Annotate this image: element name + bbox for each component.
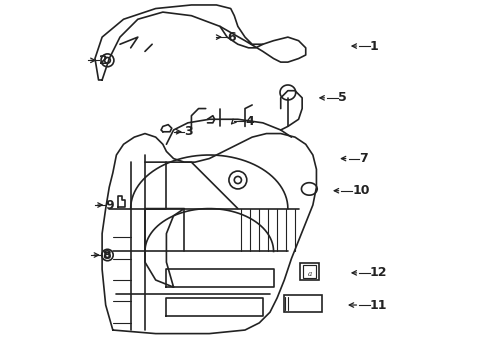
FancyBboxPatch shape: [300, 263, 319, 280]
Text: 6: 6: [227, 31, 236, 44]
FancyBboxPatch shape: [303, 265, 317, 278]
Text: a: a: [308, 270, 312, 278]
Text: 2: 2: [98, 54, 107, 67]
Text: 1: 1: [370, 40, 379, 53]
Text: 8: 8: [102, 248, 111, 261]
Text: 5: 5: [338, 91, 346, 104]
Text: 9: 9: [106, 198, 114, 212]
Text: 11: 11: [370, 298, 388, 311]
Text: 10: 10: [352, 184, 369, 197]
Text: 12: 12: [370, 266, 388, 279]
Text: 4: 4: [245, 114, 254, 127]
Text: 3: 3: [184, 125, 193, 138]
Text: 7: 7: [359, 152, 368, 165]
FancyBboxPatch shape: [284, 295, 322, 312]
